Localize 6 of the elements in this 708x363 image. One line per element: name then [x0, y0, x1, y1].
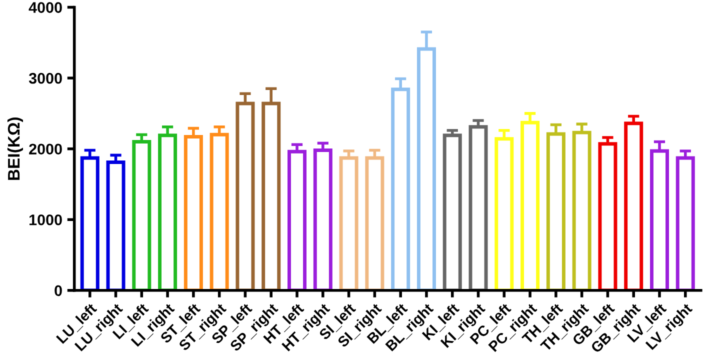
y-tick-label: 1000: [30, 214, 62, 226]
y-tick-label: 3000: [28, 72, 62, 84]
y-tick-label: 0: [54, 285, 62, 296]
y-axis-title: BEI(KΩ): [7, 118, 23, 180]
y-tick-label: 4000: [28, 2, 62, 13]
y-tick-label: 2000: [29, 144, 62, 155]
